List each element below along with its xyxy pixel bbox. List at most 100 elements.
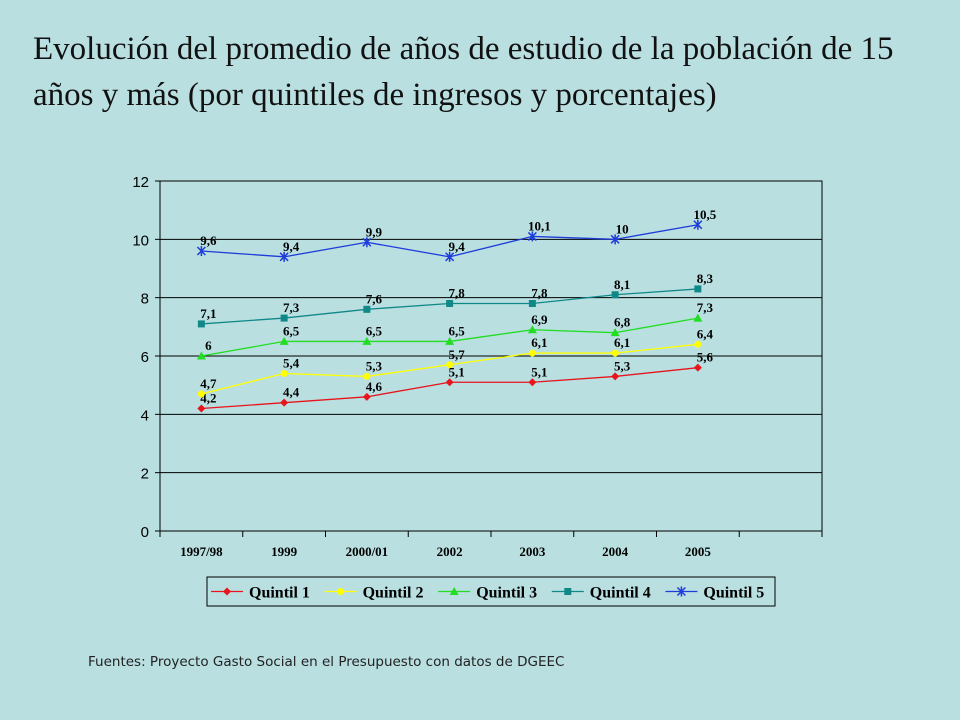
data-point [197,320,205,328]
data-label: 6,5 [366,323,383,338]
data-label: 6,4 [697,326,714,341]
legend-label: Quintil 1 [249,585,310,602]
y-tick-label: 6 [141,349,149,366]
data-point [694,285,702,293]
legend-item: Quintil 3 [438,585,537,602]
x-tick-label: 2002 [437,544,463,559]
legend-item: Quintil 5 [665,585,764,602]
series-3: 6 6,5 6,5 6,5 6,9 6,8 7,3 [196,300,714,360]
data-point [446,361,454,369]
data-point [362,336,372,345]
data-label: 8,3 [697,271,714,286]
data-label: 6,8 [614,315,631,330]
legend-label: Quintil 4 [590,585,651,602]
data-point [694,340,702,348]
data-point [223,587,231,596]
series-1: 4,2 4,4 4,65,1 5,1 5,35,6 [197,350,714,413]
data-point [527,325,537,334]
data-point [280,314,288,322]
data-label: 6,1 [614,335,630,350]
data-label: 10 [616,221,629,236]
page-title: Evolución del promedio de años de estudi… [33,31,894,113]
data-point [196,351,206,360]
data-point [197,404,206,413]
data-label: 5,1 [449,364,465,379]
data-point [279,336,289,345]
y-tick-label: 2 [141,466,149,483]
data-label: 10,5 [694,207,717,222]
data-label: 6,5 [283,323,300,338]
data-point [362,237,372,248]
source-note: Fuentes: Proyecto Gasto Social en el Pre… [88,654,565,670]
data-point [611,291,619,299]
data-label: 9,9 [366,224,383,239]
data-point [611,349,619,357]
data-label: 6,1 [531,335,547,350]
data-point [362,392,371,401]
data-point [279,251,289,262]
data-point [446,300,454,307]
data-point [610,328,620,337]
legend-label: Quintil 3 [476,585,537,602]
x-tick-label: 1999 [271,544,298,559]
data-point [693,313,703,322]
series-4: 7,1 7,3 7,6 7,8 7,8 8,1 8,3 [197,271,714,328]
data-label: 5,3 [366,358,383,373]
y-tick-label: 8 [141,291,149,308]
data-label: 7,6 [366,291,383,306]
data-label: 6 [205,338,212,353]
data-point [564,588,572,595]
data-point [445,251,455,262]
data-label: 10,1 [528,218,551,233]
data-label: 4,6 [366,379,383,394]
data-label: 5,1 [531,364,547,379]
y-tick-label: 12 [132,174,149,191]
data-point [363,372,371,380]
data-point [449,587,459,595]
data-label: 5,6 [697,350,714,365]
series-5: 9,6 9,4 9,9 9,4 10,1 10 10,5 [196,207,717,262]
data-point [445,336,455,345]
data-point [280,370,288,377]
data-point [528,378,537,387]
data-label: 5,4 [283,356,300,371]
data-point [610,234,620,245]
data-point [280,398,289,407]
data-label: 6,5 [449,323,466,338]
data-point [445,378,454,387]
data-point [528,349,536,357]
data-label: 7,3 [283,300,300,315]
legend-label: Quintil 5 [703,585,764,602]
x-tick-label: 2005 [685,544,712,559]
series-2: 4,7 5,4 5,3 5,7 6,1 6,1 6,4 [197,326,714,398]
legend-item: Quintil 1 [211,585,310,602]
data-point [528,300,536,307]
data-label: 7,8 [531,286,548,301]
data-point [363,305,371,313]
x-tick-label: 2000/01 [346,544,389,559]
data-label: 5,7 [449,347,466,362]
legend-item: Quintil 4 [551,585,651,602]
x-tick-label: 1997/98 [180,544,223,559]
data-label: 7,1 [200,306,216,321]
data-point [337,588,345,595]
data-label: 9,6 [200,233,217,248]
legend-label: Quintil 2 [363,585,424,602]
data-label: 7,3 [697,300,714,315]
data-point [611,372,620,381]
data-point [693,363,702,372]
x-tick-label: 2004 [602,544,629,559]
y-tick-label: 10 [132,232,149,249]
y-tick-label: 4 [141,407,149,424]
data-label: 9,4 [449,239,466,254]
x-tick-label: 2003 [519,544,546,559]
y-tick-label: 0 [141,524,149,541]
data-label: 7,8 [449,286,466,301]
data-label: 8,1 [614,277,630,292]
data-label: 4,7 [200,376,217,391]
data-point [527,231,537,242]
data-point [197,390,205,398]
data-label: 4,4 [283,385,300,400]
data-label: 9,4 [283,239,300,254]
